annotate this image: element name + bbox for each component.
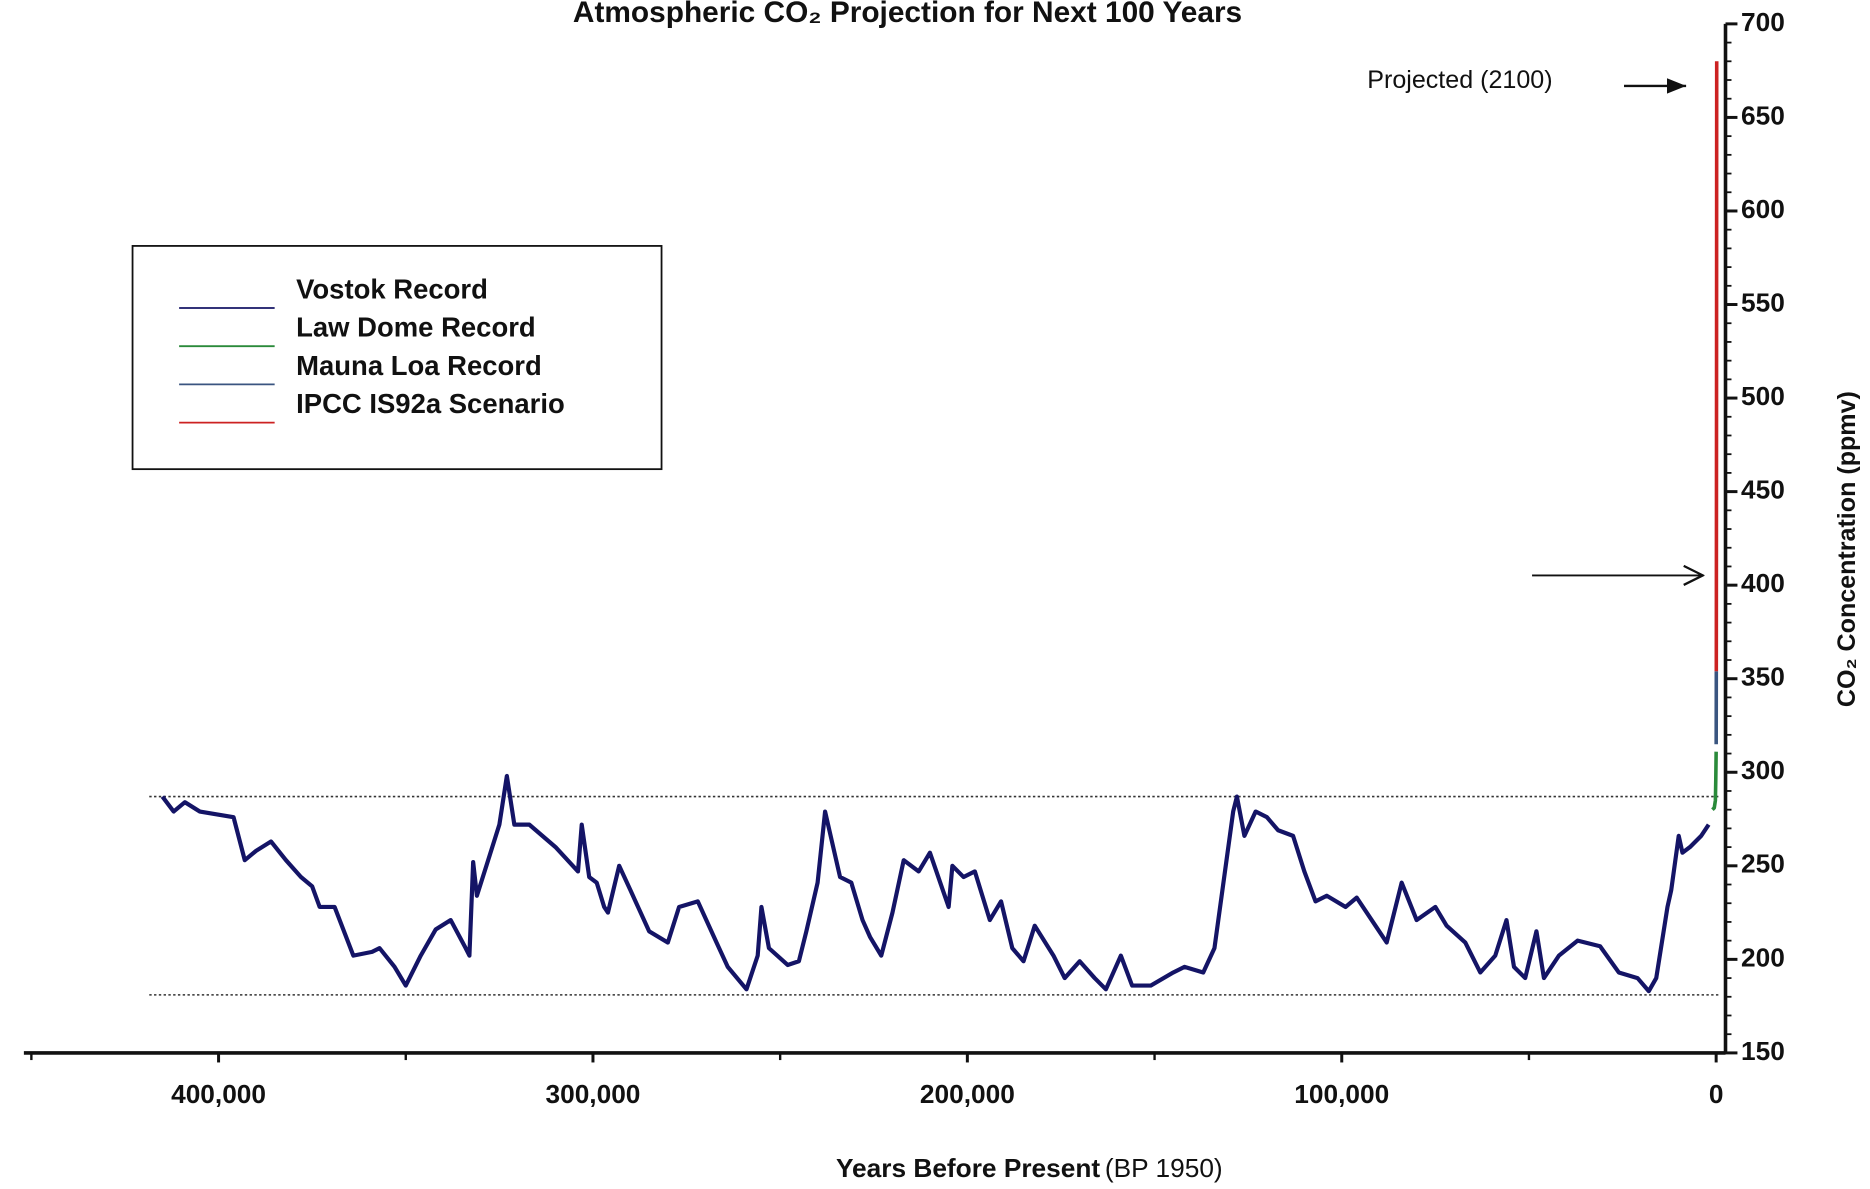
y-tick-label: 300 [1741, 755, 1785, 785]
x-tick-label: 0 [1709, 1079, 1724, 1109]
y-tick-label: 200 [1741, 942, 1785, 972]
legend-box [131, 245, 663, 471]
y-tick-label: 250 [1741, 849, 1785, 879]
x-axis-label: Years Before Present (BP 1950) [836, 1153, 1223, 1183]
x-tick-label: 200,000 [920, 1079, 1015, 1109]
y-tick-label: 600 [1741, 194, 1785, 224]
legend-label: Mauna Loa Record [296, 350, 542, 381]
series-line [160, 773, 1711, 994]
legend-label: Law Dome Record [296, 312, 536, 343]
y-tick-label: 450 [1741, 475, 1785, 505]
legend-label: Vostok Record [296, 274, 488, 305]
series-line [1711, 751, 1718, 811]
y-tick-label: 500 [1741, 381, 1785, 411]
legend-label: IPCC IS92a Scenario [296, 388, 565, 419]
x-axis-note: (BP 1950) [1105, 1153, 1223, 1183]
y-axis-label: CO₂ Concentration (ppmv) [1833, 391, 1861, 707]
y-tick-label: 400 [1741, 568, 1785, 598]
y-tick-label: 650 [1741, 100, 1785, 130]
y-tick-label: 350 [1741, 662, 1785, 692]
annotation: Projected (2100) [1367, 66, 1552, 94]
x-axis-title: Years Before Present [836, 1153, 1100, 1183]
chart-title: Atmospheric CO₂ Projection for Next 100 … [573, 0, 1242, 29]
y-tick-label: 700 [1741, 7, 1785, 37]
y-tick-label: 150 [1741, 1036, 1785, 1066]
x-tick-label: 300,000 [546, 1079, 641, 1109]
x-tick-label: 100,000 [1294, 1079, 1389, 1109]
x-tick-label: 400,000 [171, 1079, 266, 1109]
y-tick-label: 550 [1741, 287, 1785, 317]
